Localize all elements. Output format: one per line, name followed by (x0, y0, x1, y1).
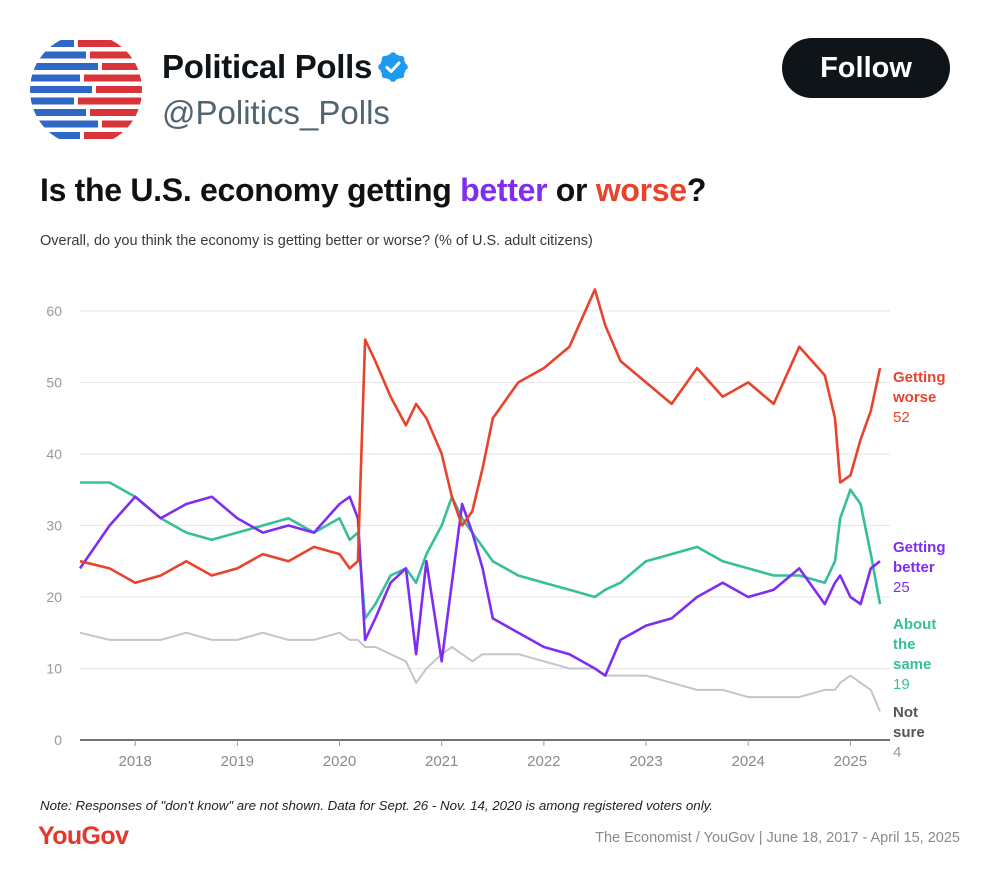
end-label-not-sure: Not sure (893, 704, 925, 741)
y-tick-label: 30 (46, 517, 62, 533)
chart-note: Note: Responses of "don't know" are not … (40, 798, 713, 813)
chart-source: The Economist / YouGov | June 18, 2017 -… (595, 830, 960, 846)
y-tick-label: 50 (46, 374, 62, 390)
post-header: Political Polls @Politics_Polls Follow (0, 0, 1000, 150)
x-tick-label: 2023 (629, 753, 662, 770)
y-tick-label: 10 (46, 660, 62, 676)
avatar[interactable] (30, 34, 142, 146)
title-better-word: better (460, 172, 548, 208)
title-worse-word: worse (595, 172, 687, 208)
x-tick-label: 2022 (527, 753, 560, 770)
series-line-worse (79, 288, 882, 584)
y-tick-label: 40 (46, 446, 62, 462)
line-chart: 0 10 20 30 40 50 60 2018 2019 2020 2021 2022 2023 202… (46, 288, 890, 770)
end-label-better: Getting better (893, 539, 946, 576)
y-tick-label: 20 (46, 589, 62, 605)
x-tick-label: 2019 (221, 753, 254, 770)
author-name[interactable]: Political Polls (162, 48, 408, 86)
end-value-worse: 52 (893, 409, 910, 426)
flag-stripes-icon (30, 34, 142, 146)
x-tick-label: 2024 (732, 753, 765, 770)
verified-badge-icon (378, 52, 408, 82)
end-value-same: 19 (893, 676, 910, 693)
x-tick-label: 2020 (323, 753, 356, 770)
end-label-worse: Getting worse (893, 369, 946, 406)
follow-button[interactable]: Follow (782, 38, 950, 98)
end-label-same: About the same (893, 616, 937, 673)
yougov-logo: YouGov (38, 822, 129, 850)
chart-title: Is the U.S. economy getting better or wo… (40, 172, 707, 208)
end-value-not-sure: 4 (893, 744, 902, 761)
x-tick-label: 2025 (834, 753, 867, 770)
y-tick-label: 0 (54, 732, 62, 748)
x-tick-label: 2018 (118, 753, 151, 770)
x-tick-label: 2021 (425, 753, 458, 770)
series-line-better (78, 495, 881, 677)
chart-subtitle: Overall, do you think the economy is get… (40, 233, 593, 249)
end-value-better: 25 (893, 579, 910, 596)
series-line-not-sure (79, 631, 881, 712)
series-line-same (80, 481, 882, 620)
y-tick-label: 60 (46, 303, 62, 319)
author-handle[interactable]: @Politics_Polls (162, 94, 390, 131)
